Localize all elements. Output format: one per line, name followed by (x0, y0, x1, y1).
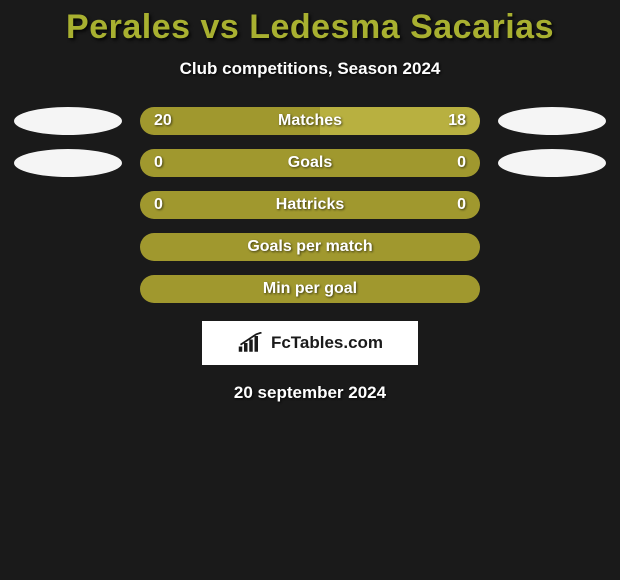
stat-bar: Goals per match (140, 233, 480, 261)
stat-row: Goals per match (0, 233, 620, 261)
bubble-spacer (498, 233, 606, 261)
page-title: Perales vs Ledesma Sacarias (0, 8, 620, 47)
comparison-widget: Perales vs Ledesma Sacarias Club competi… (0, 0, 620, 403)
player-bubble-right (498, 149, 606, 177)
stat-label: Min per goal (263, 280, 357, 298)
stats-list: 20 Matches 18 0 Goals 0 0 Hattricks 0 Goals per m… (0, 107, 620, 303)
stat-value-left: 20 (154, 112, 172, 130)
subtitle: Club competitions, Season 2024 (0, 59, 620, 79)
stat-value-left: 0 (154, 196, 163, 214)
bubble-spacer (14, 191, 122, 219)
stat-value-right: 0 (457, 196, 466, 214)
stat-label: Hattricks (276, 196, 344, 214)
stat-row: Min per goal (0, 275, 620, 303)
brand-badge[interactable]: FcTables.com (202, 321, 418, 365)
bubble-spacer (14, 233, 122, 261)
stat-value-right: 18 (448, 112, 466, 130)
date-label: 20 september 2024 (0, 383, 620, 403)
stat-label: Goals (288, 154, 332, 172)
chart-icon (237, 332, 265, 354)
brand-label: FcTables.com (271, 333, 383, 353)
bubble-spacer (498, 191, 606, 219)
stat-label: Matches (278, 112, 342, 130)
stat-row: 20 Matches 18 (0, 107, 620, 135)
bubble-spacer (498, 275, 606, 303)
stat-bar: 0 Hattricks 0 (140, 191, 480, 219)
stat-bar: Min per goal (140, 275, 480, 303)
stat-row: 0 Goals 0 (0, 149, 620, 177)
stat-row: 0 Hattricks 0 (0, 191, 620, 219)
stat-bar: 0 Goals 0 (140, 149, 480, 177)
stat-bar: 20 Matches 18 (140, 107, 480, 135)
player-bubble-left (14, 107, 122, 135)
player-bubble-left (14, 149, 122, 177)
player-bubble-right (498, 107, 606, 135)
stat-value-right: 0 (457, 154, 466, 172)
bubble-spacer (14, 275, 122, 303)
stat-value-left: 0 (154, 154, 163, 172)
stat-label: Goals per match (247, 238, 372, 256)
